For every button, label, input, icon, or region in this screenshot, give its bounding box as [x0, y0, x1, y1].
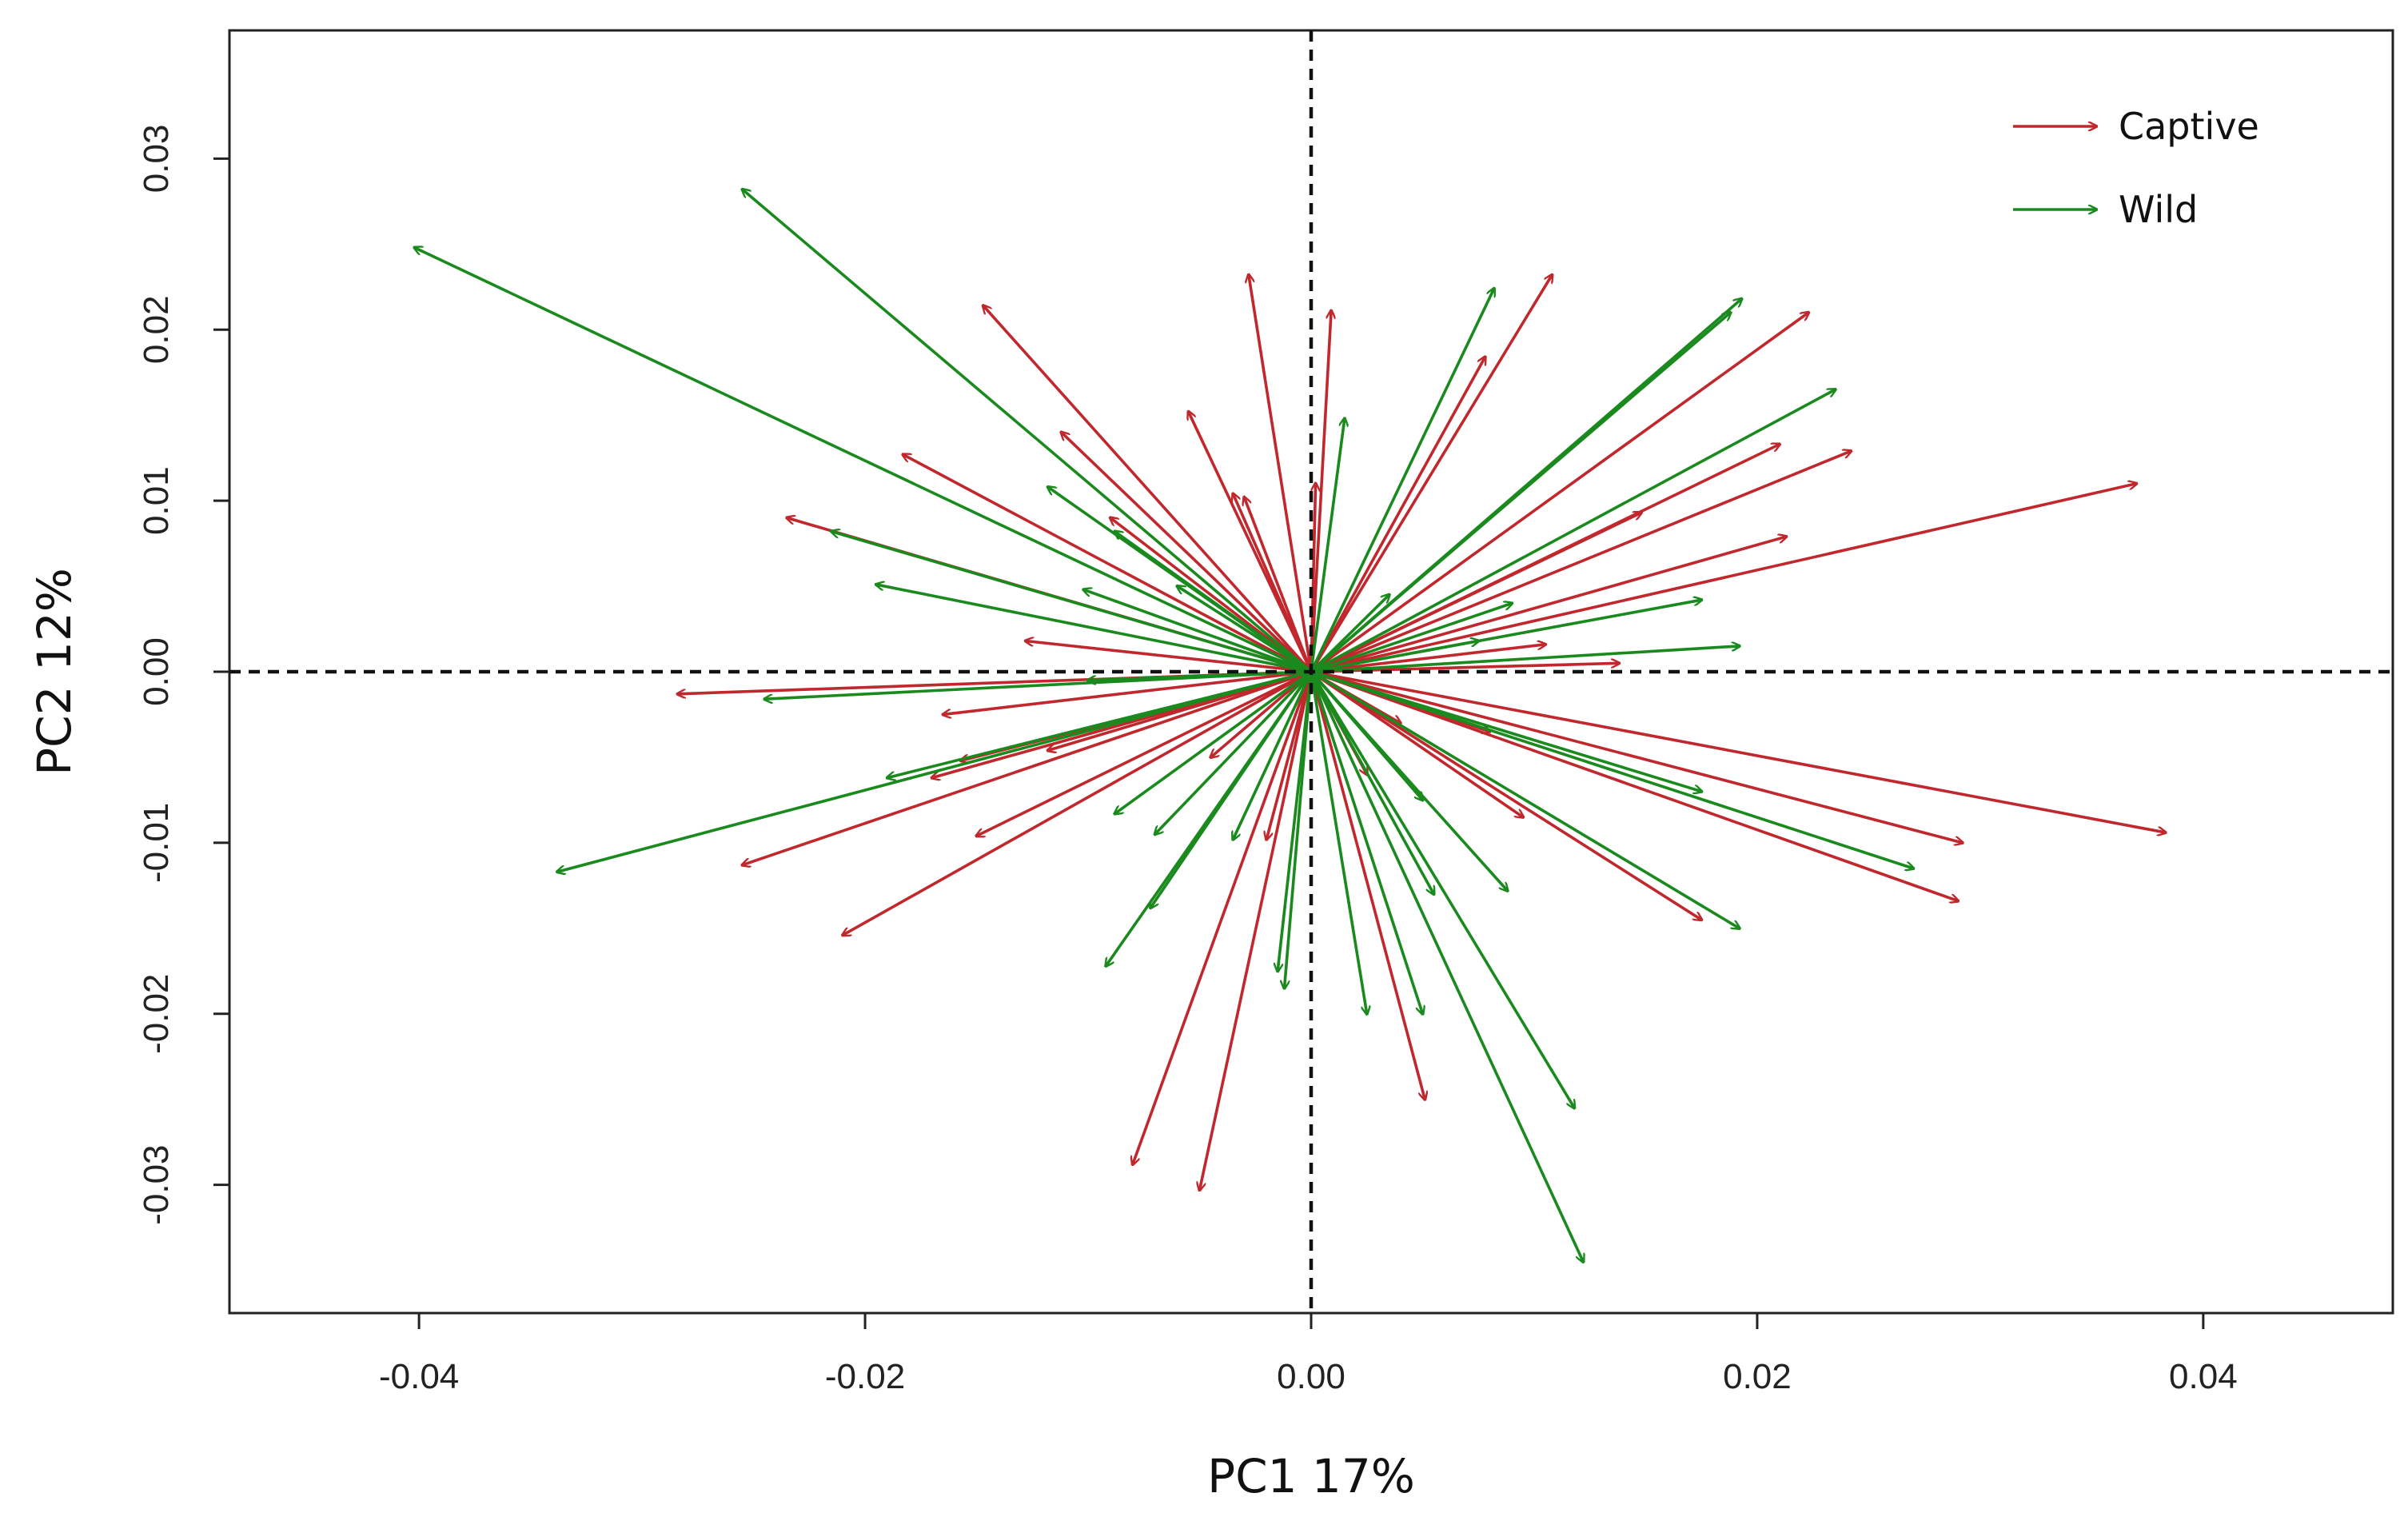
- vector-captive: [743, 670, 1312, 865]
- vector-captive: [1310, 670, 2165, 832]
- vector-captive: [1244, 497, 1313, 673]
- vector-wild: [1310, 603, 1512, 673]
- vector-captive: [1310, 484, 2136, 673]
- x-tick-label: -0.04: [379, 1357, 459, 1396]
- vector-wild: [1310, 670, 1913, 868]
- legend: Captive Wild: [2013, 105, 2259, 231]
- vector-captive: [1233, 494, 1313, 673]
- vector-captive: [1310, 537, 1786, 673]
- vector-wild: [1310, 671, 1433, 894]
- vector-captive: [1310, 513, 1641, 673]
- vector-captive: [1310, 357, 1485, 673]
- vector-wild: [1310, 646, 1740, 673]
- vector-wild: [1310, 670, 1422, 800]
- vector-captive: [1310, 484, 1316, 673]
- vector-wild: [831, 532, 1312, 673]
- legend-label: Captive: [2119, 105, 2259, 148]
- vector-wild: [1310, 313, 1730, 673]
- vector-captive: [1310, 313, 1808, 673]
- vector-wild: [1310, 671, 1583, 1262]
- vector-wild: [1115, 670, 1313, 814]
- vector-wild: [1115, 532, 1313, 673]
- vector-captive: [1310, 670, 1701, 920]
- vector-wild: [1083, 589, 1312, 673]
- vector-captive: [843, 670, 1312, 935]
- vector-wild: [743, 190, 1313, 673]
- vector-captive: [1310, 275, 1552, 673]
- vector-wild: [1310, 641, 1478, 673]
- vector-wild: [1310, 418, 1345, 673]
- vector-captive: [1310, 670, 1523, 817]
- vector-captive: [1310, 645, 1545, 673]
- vector-captive: [1310, 670, 1958, 901]
- vector-wild: [1310, 671, 1367, 1014]
- vector-wild: [1233, 671, 1313, 840]
- vector-wild: [415, 248, 1312, 673]
- x-tick-label: -0.02: [825, 1357, 905, 1396]
- vector-wild: [1155, 670, 1313, 834]
- vector-captive: [983, 305, 1313, 673]
- vector-captive: [1266, 671, 1313, 840]
- series-wild: [415, 190, 1914, 1262]
- y-tick-label: 0.00: [137, 637, 176, 706]
- y-axis-title: PC2 12%: [27, 568, 82, 776]
- vector-wild: [1285, 671, 1313, 988]
- vector-wild: [1310, 670, 1740, 928]
- vector-captive: [1200, 671, 1313, 1190]
- y-tick-label: 0.03: [137, 125, 176, 194]
- vector-wild: [1310, 671, 1574, 1108]
- legend-label: Wild: [2119, 188, 2198, 231]
- x-tick-label: 0.04: [2169, 1357, 2238, 1396]
- y-tick-label: 0.02: [137, 295, 176, 364]
- vector-captive: [1310, 451, 1851, 673]
- y-tick-label: -0.02: [137, 974, 176, 1054]
- x-axis: -0.04 -0.02 0.00 0.02 0.04: [379, 1313, 2238, 1396]
- x-tick-label: 0.00: [1277, 1357, 1346, 1396]
- legend-item-wild: Wild: [2013, 188, 2198, 231]
- vector-wild: [876, 585, 1312, 673]
- vector-captive: [977, 670, 1312, 836]
- vector-layer: [415, 190, 2166, 1262]
- vector-captive: [1026, 641, 1312, 673]
- vector-captive: [1249, 275, 1313, 673]
- vector-captive: [1210, 670, 1313, 757]
- vector-captive: [1310, 311, 1331, 673]
- series-captive: [678, 275, 2166, 1190]
- vector-captive: [1062, 433, 1313, 673]
- vector-captive: [1310, 670, 1963, 843]
- y-tick-label: 0.01: [137, 466, 176, 535]
- vector-captive: [903, 454, 1312, 673]
- y-tick-label: -0.01: [137, 803, 176, 883]
- x-axis-title: PC1 17%: [1207, 1449, 1415, 1503]
- vector-wild: [1310, 595, 1389, 673]
- y-axis: -0.03 -0.02 -0.01 0.00 0.01 0.02 0.03: [137, 125, 229, 1225]
- x-tick-label: 0.02: [1723, 1357, 1792, 1396]
- vector-wild: [1150, 670, 1313, 908]
- legend-item-captive: Captive: [2013, 105, 2259, 148]
- vector-wild: [1310, 389, 1836, 673]
- vector-captive: [1133, 671, 1313, 1164]
- vector-wild: [557, 670, 1312, 872]
- vector-wild: [1310, 289, 1494, 673]
- vector-captive: [1310, 671, 1425, 1100]
- vector-wild: [1310, 671, 1422, 1014]
- vector-captive: [943, 670, 1312, 714]
- y-tick-label: -0.03: [137, 1144, 176, 1224]
- vector-wild: [1178, 586, 1312, 673]
